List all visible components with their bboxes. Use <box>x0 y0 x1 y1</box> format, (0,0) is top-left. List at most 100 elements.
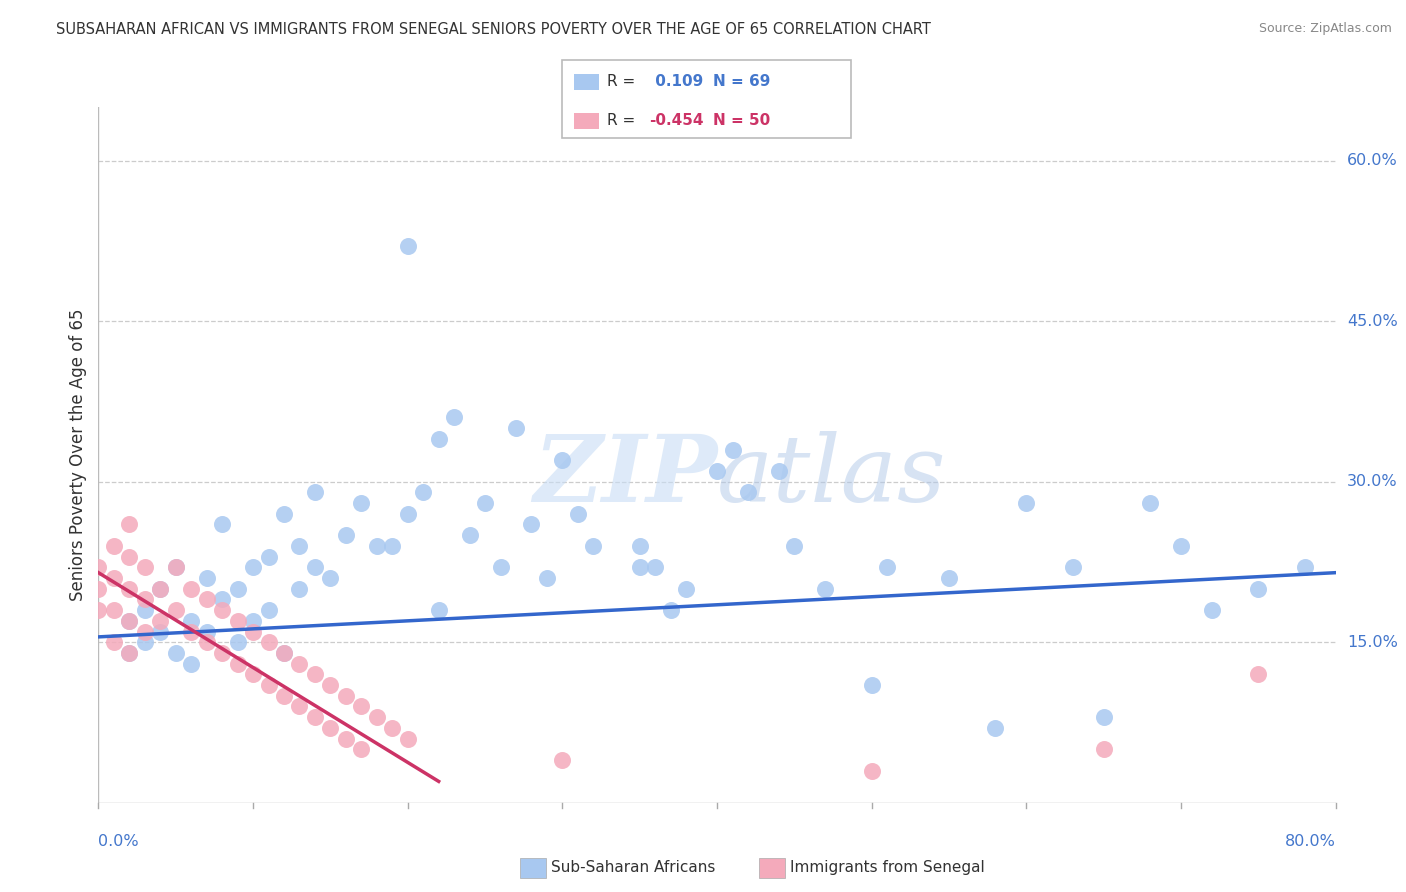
Point <box>226 614 249 628</box>
Point <box>226 582 249 596</box>
Point <box>273 646 295 660</box>
Point <box>134 624 156 639</box>
Point <box>134 635 156 649</box>
Point <box>474 496 496 510</box>
Point <box>257 549 280 564</box>
Point <box>551 453 574 467</box>
Point <box>211 603 233 617</box>
Point <box>103 635 125 649</box>
Point <box>134 592 156 607</box>
Point <box>412 485 434 500</box>
Point <box>675 582 697 596</box>
Point <box>288 657 311 671</box>
Text: 80.0%: 80.0% <box>1285 834 1336 849</box>
Text: SUBSAHARAN AFRICAN VS IMMIGRANTS FROM SENEGAL SENIORS POVERTY OVER THE AGE OF 65: SUBSAHARAN AFRICAN VS IMMIGRANTS FROM SE… <box>56 22 931 37</box>
Point <box>304 560 326 574</box>
Point <box>226 657 249 671</box>
Point <box>366 710 388 724</box>
Point <box>103 539 125 553</box>
Text: R =: R = <box>607 113 636 128</box>
Point <box>288 699 311 714</box>
Point <box>350 699 373 714</box>
Point <box>536 571 558 585</box>
Text: R =: R = <box>607 74 636 89</box>
Point <box>273 507 295 521</box>
Point <box>520 517 543 532</box>
Point <box>427 603 450 617</box>
Point <box>165 603 187 617</box>
Point <box>87 582 110 596</box>
Point <box>319 678 342 692</box>
Point <box>134 560 156 574</box>
Text: ZIP: ZIP <box>533 431 717 521</box>
Point <box>180 582 202 596</box>
Point <box>381 539 404 553</box>
Text: -0.454: -0.454 <box>650 113 704 128</box>
Point <box>335 528 357 542</box>
Point <box>165 560 187 574</box>
Point <box>443 410 465 425</box>
Point <box>567 507 589 521</box>
Point <box>396 731 419 746</box>
Point <box>257 603 280 617</box>
Point <box>1092 710 1115 724</box>
Point <box>149 582 172 596</box>
Point <box>706 464 728 478</box>
Point <box>273 646 295 660</box>
Point <box>860 678 883 692</box>
Text: N = 69: N = 69 <box>713 74 770 89</box>
Point <box>118 517 141 532</box>
Point <box>350 496 373 510</box>
Text: Source: ZipAtlas.com: Source: ZipAtlas.com <box>1258 22 1392 36</box>
Point <box>489 560 512 574</box>
Text: N = 50: N = 50 <box>713 113 770 128</box>
Point <box>1294 560 1316 574</box>
Point <box>319 721 342 735</box>
Point <box>118 614 141 628</box>
Point <box>335 731 357 746</box>
Point <box>505 421 527 435</box>
Point <box>195 592 218 607</box>
Text: 0.109: 0.109 <box>650 74 703 89</box>
Point <box>242 560 264 574</box>
Point <box>180 624 202 639</box>
Point <box>1247 582 1270 596</box>
Point <box>304 667 326 681</box>
Point <box>149 614 172 628</box>
Text: Sub-Saharan Africans: Sub-Saharan Africans <box>551 860 716 874</box>
Text: atlas: atlas <box>717 431 946 521</box>
Point <box>551 753 574 767</box>
Point <box>659 603 682 617</box>
Point <box>721 442 744 457</box>
Point <box>396 507 419 521</box>
Text: Immigrants from Senegal: Immigrants from Senegal <box>790 860 986 874</box>
Point <box>350 742 373 756</box>
Point <box>288 582 311 596</box>
Point <box>273 689 295 703</box>
Point <box>1139 496 1161 510</box>
Point <box>381 721 404 735</box>
Point <box>876 560 898 574</box>
Point <box>1201 603 1223 617</box>
Text: 30.0%: 30.0% <box>1347 475 1398 489</box>
Point <box>860 764 883 778</box>
Point <box>118 582 141 596</box>
Point <box>1015 496 1038 510</box>
Point <box>211 592 233 607</box>
Point <box>1170 539 1192 553</box>
Point <box>165 560 187 574</box>
Point <box>814 582 837 596</box>
Point <box>195 635 218 649</box>
Point <box>1092 742 1115 756</box>
Point <box>87 560 110 574</box>
Text: 45.0%: 45.0% <box>1347 314 1398 328</box>
Point <box>149 582 172 596</box>
Point <box>87 603 110 617</box>
Point <box>134 603 156 617</box>
Point <box>783 539 806 553</box>
Point <box>1062 560 1084 574</box>
Y-axis label: Seniors Poverty Over the Age of 65: Seniors Poverty Over the Age of 65 <box>69 309 87 601</box>
Point <box>737 485 759 500</box>
Point <box>195 571 218 585</box>
Point <box>288 539 311 553</box>
